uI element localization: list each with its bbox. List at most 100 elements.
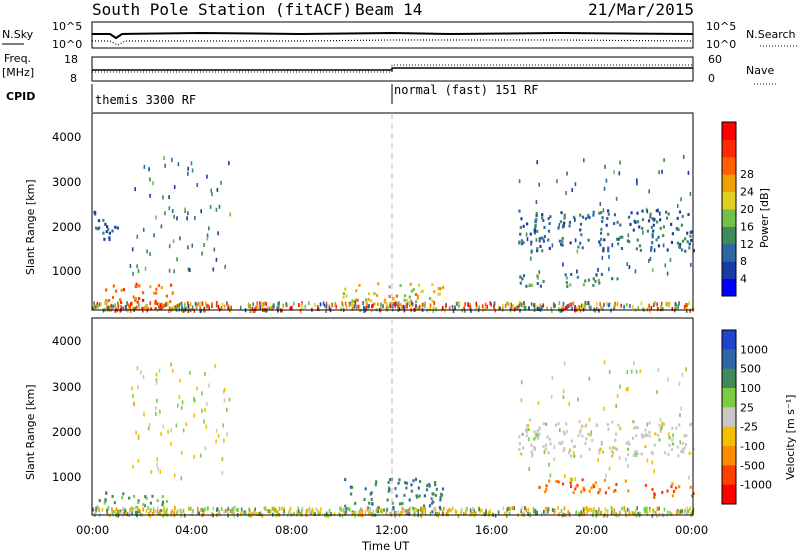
power-cell xyxy=(636,238,639,242)
velocity-cell xyxy=(525,508,528,513)
velocity-cell xyxy=(107,506,110,510)
power-cell xyxy=(317,306,319,311)
velocity-cell xyxy=(646,512,649,516)
power-cell xyxy=(170,283,173,287)
velocity-cell xyxy=(385,511,388,515)
velocity-cell xyxy=(132,506,134,511)
velocity-cell xyxy=(159,469,162,474)
power-cell xyxy=(608,302,611,307)
power-cell xyxy=(536,274,539,278)
velocity-cell xyxy=(509,506,511,511)
power-cell xyxy=(363,305,365,310)
velocity-cell xyxy=(598,507,600,512)
power-cell xyxy=(281,308,283,313)
power-cell xyxy=(649,212,652,216)
velocity-cell xyxy=(551,508,554,512)
velocity-cell xyxy=(578,420,581,424)
power-cell xyxy=(533,305,536,310)
power-cell xyxy=(323,303,326,308)
power-cell xyxy=(530,241,532,246)
velocity-cell xyxy=(149,507,152,512)
nsky-line xyxy=(92,31,694,40)
power-cell xyxy=(136,264,138,269)
velocity-cell xyxy=(380,509,382,514)
beam-title: Beam 14 xyxy=(355,0,422,19)
power-cell xyxy=(229,308,232,313)
velocity-cell xyxy=(389,478,392,482)
velocity-cell xyxy=(588,376,591,381)
power-cell xyxy=(565,191,567,195)
velocity-cell xyxy=(431,510,434,514)
power-cell xyxy=(173,185,176,190)
power-cell xyxy=(506,301,508,306)
power-cell xyxy=(563,221,566,225)
velocity-cell xyxy=(447,512,449,517)
velocity-cell xyxy=(564,474,566,479)
velocity-cell xyxy=(631,436,635,440)
power-cell xyxy=(589,305,591,310)
velocity-cell xyxy=(534,436,537,439)
velocity-cell xyxy=(424,511,427,515)
velocity-cell xyxy=(155,378,158,383)
nave-line xyxy=(92,64,693,73)
power-cell xyxy=(199,309,202,314)
power-cell xyxy=(534,219,538,223)
power-cell xyxy=(566,284,569,288)
power-cell xyxy=(397,300,400,305)
power-cell xyxy=(535,212,538,215)
velocity-cell xyxy=(648,434,651,438)
velocity-cell xyxy=(266,508,269,513)
power-cell xyxy=(365,305,367,310)
velocity-cell xyxy=(212,506,214,511)
velocity-cbar-tick: 25 xyxy=(740,401,754,414)
power-cell xyxy=(168,244,171,249)
velocity-cell xyxy=(597,458,599,463)
power-cell xyxy=(282,303,285,308)
power-cell xyxy=(277,305,280,310)
power-cell xyxy=(229,212,231,217)
velocity-cell xyxy=(404,509,407,513)
power-cell xyxy=(507,302,510,307)
velocity-cell xyxy=(527,437,530,442)
velocity-cell xyxy=(601,450,605,454)
power-cell xyxy=(636,181,638,186)
velocity-cell xyxy=(518,448,521,451)
power-cell xyxy=(129,264,132,268)
date-title: 21/Mar/2015 xyxy=(588,0,694,19)
power-cell xyxy=(395,294,398,298)
power-cell xyxy=(457,300,460,305)
power-cell xyxy=(522,241,525,245)
velocity-cell xyxy=(635,434,638,438)
power-cell xyxy=(458,304,460,308)
velocity-cell xyxy=(200,507,203,512)
power-cell xyxy=(213,247,216,252)
velocity-cell xyxy=(644,483,648,487)
velocity-cell xyxy=(611,454,614,458)
velocity-cell xyxy=(621,506,623,511)
velocity-cell xyxy=(124,508,126,513)
power-cell xyxy=(142,308,144,313)
velocity-cell xyxy=(155,406,157,411)
velocity-cell xyxy=(553,457,556,462)
velocity-cell xyxy=(646,458,649,463)
power-cell xyxy=(228,161,230,166)
velocity-cell xyxy=(671,442,674,446)
velocity-cell xyxy=(207,506,209,511)
power-cell xyxy=(613,303,616,308)
power-cell xyxy=(605,178,608,183)
power-cell xyxy=(221,302,224,307)
velocity-cell xyxy=(397,510,399,515)
power-cell xyxy=(678,210,682,214)
power-cell xyxy=(633,219,636,223)
velocity-cell xyxy=(231,509,234,514)
power-cell xyxy=(654,301,656,306)
power-cell xyxy=(536,306,539,311)
power-cell xyxy=(621,235,624,239)
velocity-cell xyxy=(531,454,534,458)
power-cell xyxy=(639,248,642,252)
power-cell xyxy=(416,294,420,298)
power-cell xyxy=(154,301,157,305)
sky-right-label: N.Search xyxy=(746,28,796,41)
velocity-cell xyxy=(220,507,223,511)
